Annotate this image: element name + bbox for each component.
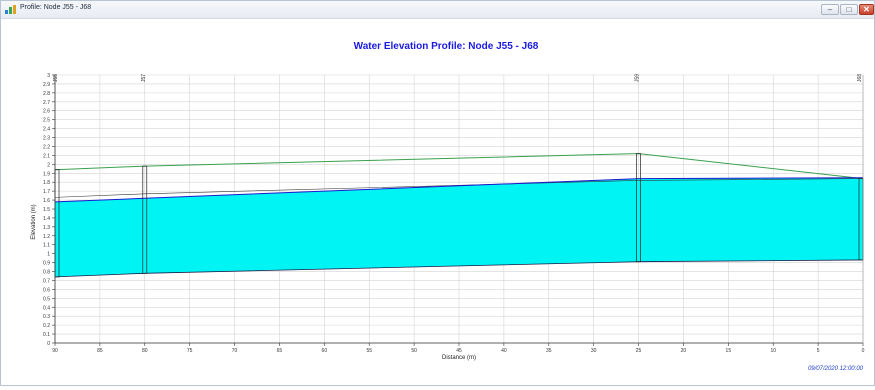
- y-tick-label: 3: [47, 73, 50, 79]
- x-tick-label: 50: [411, 348, 417, 354]
- y-tick-label: 0.6: [43, 287, 50, 293]
- x-tick-label: 75: [187, 348, 193, 354]
- y-axis-label: Elevation (m): [31, 204, 37, 239]
- y-tick-label: 2: [47, 162, 50, 168]
- x-tick-label: 85: [97, 348, 103, 354]
- y-tick-label: 1.1: [43, 243, 50, 249]
- x-axis-label: Distance (m): [442, 355, 476, 361]
- manhole-j57: [142, 165, 148, 274]
- node-label: J59: [635, 74, 641, 82]
- y-tick-label: 1.9: [43, 171, 50, 177]
- y-tick-label: 2.1: [43, 153, 50, 159]
- minimize-icon: –: [827, 5, 833, 14]
- node-label: J57: [141, 74, 147, 82]
- y-tick-label: 2.7: [43, 100, 50, 106]
- y-tick-label: 0.4: [43, 305, 50, 311]
- node-label: J68: [857, 74, 863, 82]
- title-bar[interactable]: Profile: Node J55 - J68 – □ ✕: [1, 1, 874, 19]
- y-tick-label: 1.4: [43, 216, 50, 222]
- timestamp: 09/07/2020 12:00:00: [808, 366, 864, 372]
- y-tick-label: 1.6: [43, 198, 50, 204]
- y-tick-label: 1: [47, 252, 50, 258]
- y-tick-label: 2.2: [43, 144, 50, 150]
- y-tick-label: 2.3: [43, 136, 50, 142]
- x-tick-label: 20: [681, 348, 687, 354]
- x-tick-label: 35: [546, 348, 552, 354]
- y-tick-label: 1.2: [43, 234, 50, 240]
- x-tick-label: 40: [501, 348, 507, 354]
- close-icon: ✕: [863, 5, 870, 14]
- close-button[interactable]: ✕: [859, 4, 874, 15]
- y-tick-label: 2.4: [43, 127, 50, 133]
- x-tick-label: 15: [726, 348, 732, 354]
- y-tick-label: 2.9: [43, 82, 50, 88]
- x-tick-label: 70: [232, 348, 238, 354]
- maximize-icon: □: [846, 5, 852, 14]
- node-label: J55: [53, 74, 59, 82]
- pipe-invert-line: [54, 259, 864, 278]
- chart-area: Water Elevation Profile: Node J55 - J68 …: [1, 19, 874, 385]
- x-tick-label: 90: [52, 348, 58, 354]
- x-tick-label: 10: [770, 348, 776, 354]
- y-tick-label: 0.8: [43, 270, 50, 276]
- y-tick-label: 0.2: [43, 323, 50, 329]
- profile-lines: [54, 153, 864, 278]
- pipe-crown-line: [54, 178, 864, 198]
- y-tick-label: 1.3: [43, 225, 50, 231]
- y-tick-label: 0: [47, 341, 50, 347]
- x-tick-label: 45: [456, 348, 462, 354]
- x-tick-label: 0: [862, 348, 865, 354]
- y-tick-label: 0.1: [43, 332, 50, 338]
- x-tick-label: 60: [322, 348, 328, 354]
- water-area: [55, 177, 863, 277]
- x-tick-label: 80: [142, 348, 148, 354]
- x-tick-label: 5: [817, 348, 820, 354]
- y-tick-label: 2.8: [43, 91, 50, 97]
- y-tick-label: 2.5: [43, 118, 50, 124]
- y-tick-label: 0.5: [43, 296, 50, 302]
- axes: 0 0.1 0.2 0.3 0.4 0.5 0.6 0.7 0.8 0.9 1 1.1 1.2 1.3 1.…: [43, 73, 865, 354]
- minimize-button[interactable]: –: [821, 4, 839, 15]
- x-tick-label: 30: [591, 348, 597, 354]
- water-fill: [55, 177, 863, 277]
- chart-title: Water Elevation Profile: Node J55 - J68: [354, 41, 539, 52]
- y-tick-label: 0.9: [43, 261, 50, 267]
- maximize-button[interactable]: □: [840, 4, 858, 15]
- y-tick-label: 2.6: [43, 109, 50, 115]
- x-tick-label: 65: [277, 348, 283, 354]
- water-surface-line: [54, 177, 864, 203]
- y-tick-label: 1.7: [43, 189, 50, 195]
- y-tick-label: 1.8: [43, 180, 50, 186]
- manhole-j59: [636, 153, 641, 263]
- y-tick-label: 1.5: [43, 207, 50, 213]
- ground-line: [54, 153, 864, 180]
- elevation-profile-chart: Water Elevation Profile: Node J55 - J68 …: [31, 41, 865, 372]
- x-tick-label: 25: [636, 348, 642, 354]
- x-tick-label: 55: [366, 348, 372, 354]
- y-tick-label: 0.3: [43, 314, 50, 320]
- window-title: Profile: Node J55 - J68: [20, 4, 92, 11]
- y-tick-label: 0.7: [43, 278, 50, 284]
- profile-chart-icon: [5, 5, 16, 14]
